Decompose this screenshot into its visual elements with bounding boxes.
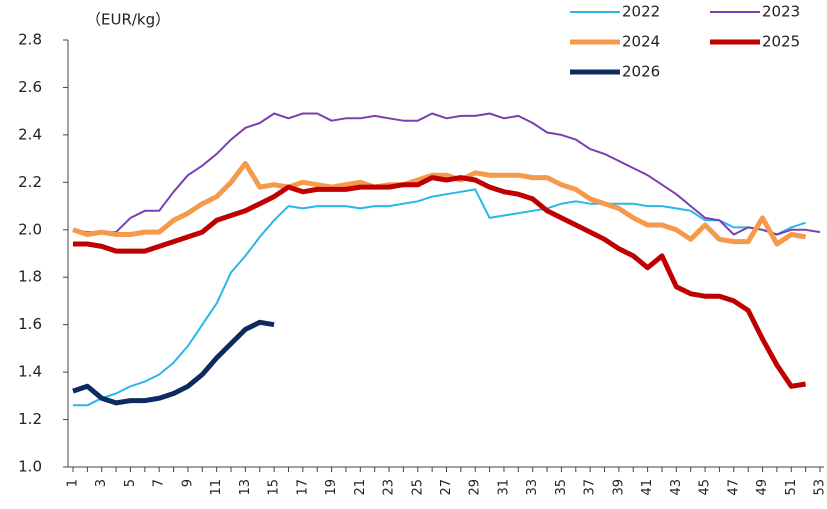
x-tick-label: 45 <box>698 479 713 496</box>
x-tick-label: 9 <box>180 479 195 487</box>
y-tick-label: 1.8 <box>18 268 42 286</box>
series-line <box>73 188 806 407</box>
y-unit-label: （EUR/kg） <box>86 11 170 29</box>
y-tick-label: 2.8 <box>18 31 42 49</box>
x-tick-label: 19 <box>324 479 339 496</box>
legend-label: 2024 <box>622 33 660 51</box>
x-tick-label: 41 <box>640 479 655 496</box>
x-tick-label: 23 <box>382 479 397 496</box>
x-tick-label: 17 <box>295 479 310 496</box>
legend-label: 2023 <box>762 3 800 21</box>
x-tick-label: 31 <box>496 479 511 496</box>
y-tick-label: 2.6 <box>18 78 42 96</box>
y-tick-label: 2.2 <box>18 173 42 191</box>
x-tick-label: 13 <box>238 479 253 496</box>
series-line <box>72 112 821 236</box>
x-tick-label: 33 <box>525 479 540 496</box>
x-tick-label: 43 <box>669 479 684 496</box>
y-tick-label: 2.4 <box>18 125 42 143</box>
x-tick-label: 7 <box>152 479 167 487</box>
x-tick-label: 49 <box>755 479 770 496</box>
legend-label: 2026 <box>622 63 660 81</box>
x-tick-label: 39 <box>611 479 626 496</box>
y-tick-label: 1.6 <box>18 315 42 333</box>
x-tick-label: 53 <box>813 479 827 496</box>
series-line <box>72 160 807 247</box>
y-tick-label: 1.0 <box>18 458 42 476</box>
x-tick-label: 27 <box>439 479 454 496</box>
x-tick-label: 3 <box>94 479 109 487</box>
x-tick-label: 1 <box>66 479 81 487</box>
x-tick-label: 29 <box>468 479 483 496</box>
series-line <box>73 175 806 389</box>
x-tick-label: 21 <box>353 479 368 496</box>
y-tick-label: 1.2 <box>18 410 42 428</box>
x-tick-label: 5 <box>123 479 138 487</box>
series-line <box>72 319 275 406</box>
x-tick-label: 11 <box>209 479 224 496</box>
y-tick-label: 1.4 <box>18 363 42 381</box>
x-tick-label: 51 <box>784 479 799 496</box>
x-tick-label: 15 <box>267 479 282 496</box>
legend-label: 2022 <box>622 3 660 21</box>
legend-label: 2025 <box>762 33 800 51</box>
x-tick-label: 47 <box>726 479 741 496</box>
x-tick-label: 35 <box>554 479 569 496</box>
x-tick-label: 25 <box>410 479 425 496</box>
y-tick-label: 2.0 <box>18 220 42 238</box>
x-tick-label: 37 <box>583 479 598 496</box>
